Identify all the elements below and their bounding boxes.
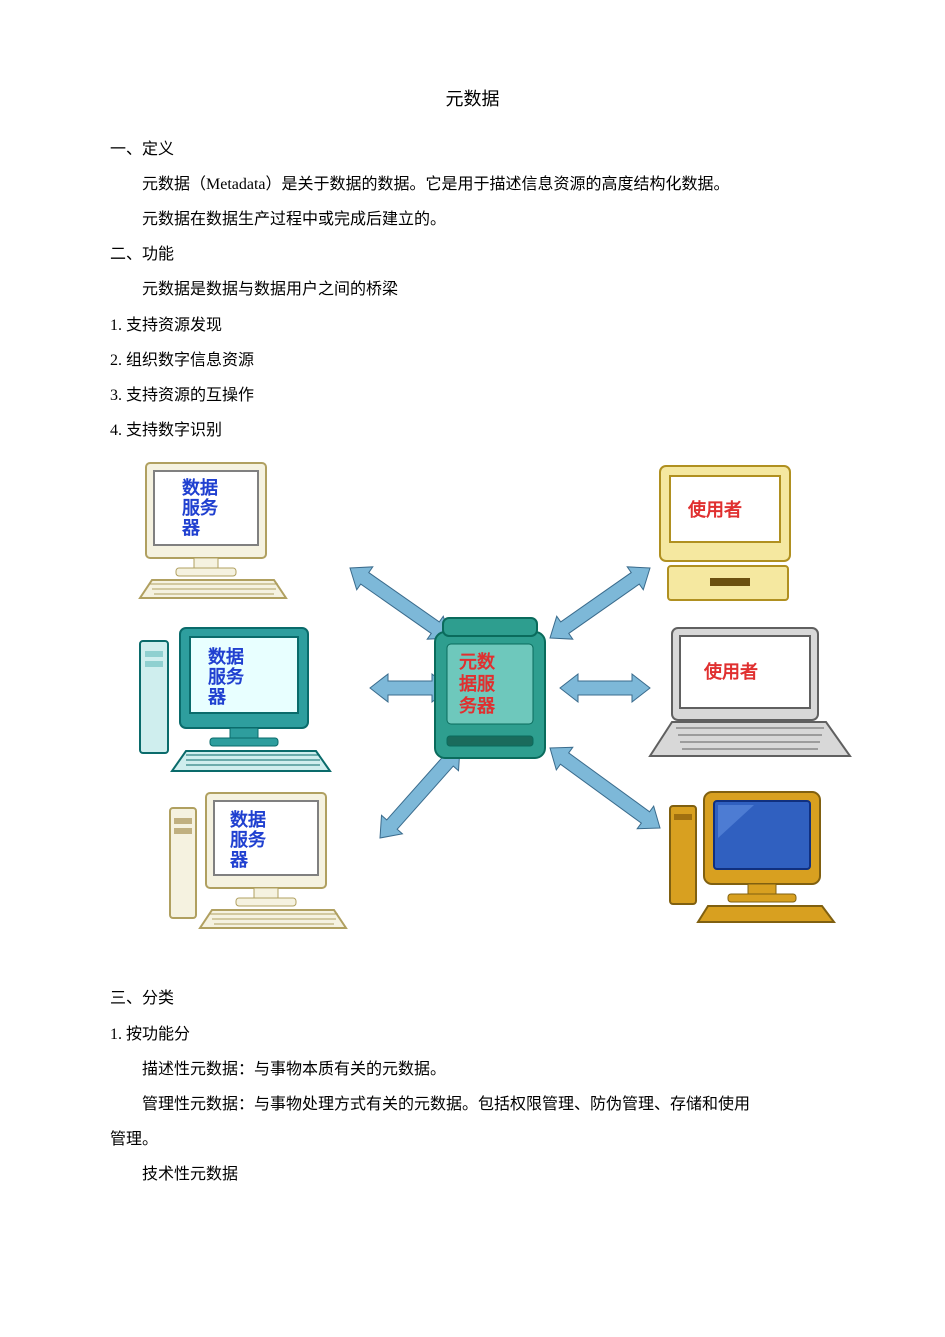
section-3-item-1: 1. 按功能分 xyxy=(110,1017,835,1052)
section-1-para-2: 元数据在数据生产过程中或完成后建立的。 xyxy=(110,202,835,237)
section-3-heading: 三、分类 xyxy=(110,981,835,1016)
section-2-para-1: 元数据是数据与数据用户之间的桥梁 xyxy=(110,272,835,307)
section-3-para-3: 技术性元数据 xyxy=(110,1157,835,1192)
section-2-heading: 二、功能 xyxy=(110,237,835,272)
section-3-para-2b: 管理。 xyxy=(110,1122,835,1157)
svg-text:据服: 据服 xyxy=(459,673,496,694)
diagram-svg: 元数据服务器数据服务器数据服务器数据服务器使用者使用者 xyxy=(110,458,870,948)
svg-text:数据: 数据 xyxy=(182,477,218,498)
section-2-item-4: 4. 支持数字识别 xyxy=(110,413,835,448)
section-2-item-1: 1. 支持资源发现 xyxy=(110,308,835,343)
svg-text:元数: 元数 xyxy=(459,651,496,672)
svg-text:数据: 数据 xyxy=(230,809,266,830)
svg-text:数据: 数据 xyxy=(208,646,244,667)
page-title: 元数据 xyxy=(110,80,835,120)
svg-text:器: 器 xyxy=(229,850,249,870)
network-diagram: 元数据服务器数据服务器数据服务器数据服务器使用者使用者 xyxy=(110,458,835,961)
svg-text:服务: 服务 xyxy=(230,829,267,850)
section-2-item-2: 2. 组织数字信息资源 xyxy=(110,343,835,378)
svg-text:器: 器 xyxy=(181,518,201,538)
section-2-item-3: 3. 支持资源的互操作 xyxy=(110,378,835,413)
svg-text:服务: 服务 xyxy=(208,666,245,687)
svg-text:务器: 务器 xyxy=(459,695,496,716)
svg-text:使用者: 使用者 xyxy=(703,662,758,682)
svg-text:器: 器 xyxy=(207,687,227,707)
svg-text:服务: 服务 xyxy=(182,497,219,518)
svg-text:使用者: 使用者 xyxy=(687,500,742,520)
section-1-para-1: 元数据（Metadata）是关于数据的数据。它是用于描述信息资源的高度结构化数据… xyxy=(110,167,835,202)
section-1-heading: 一、定义 xyxy=(110,132,835,167)
document-page: 元数据 一、定义 元数据（Metadata）是关于数据的数据。它是用于描述信息资… xyxy=(0,0,945,1253)
section-3-para-2: 管理性元数据：与事物处理方式有关的元数据。包括权限管理、防伪管理、存储和使用 xyxy=(110,1087,835,1122)
section-3-para-1: 描述性元数据：与事物本质有关的元数据。 xyxy=(110,1052,835,1087)
